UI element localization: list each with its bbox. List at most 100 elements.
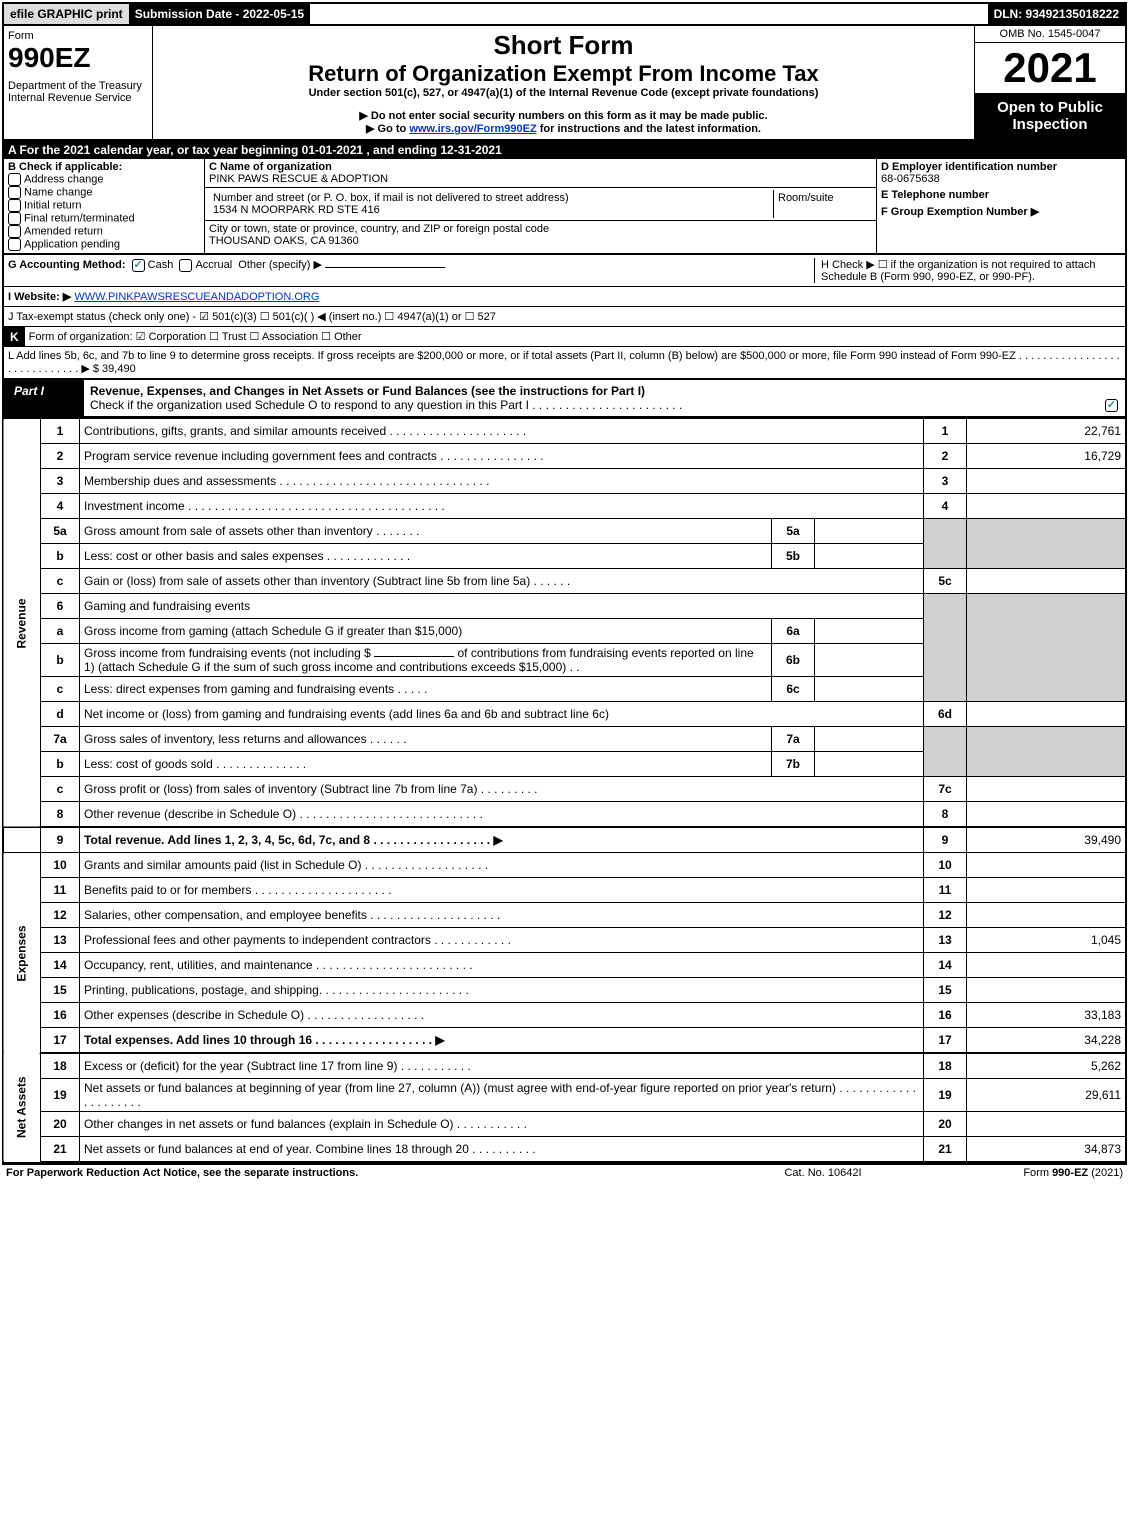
line-18-ref: 18 (924, 1053, 967, 1079)
g-other-input[interactable] (325, 267, 445, 268)
line-3-ref: 3 (924, 469, 967, 494)
line-17-ref: 17 (924, 1028, 967, 1054)
shade-5 (924, 519, 967, 569)
opt-initial: Initial return (24, 199, 81, 211)
line-6b-blank[interactable] (374, 656, 454, 657)
line-10-val (967, 853, 1127, 878)
row-i: I Website: ▶ WWW.PINKPAWSRESCUEANDADOPTI… (2, 287, 1127, 307)
cb-address[interactable] (8, 173, 21, 186)
open-public: Open to Public Inspection (975, 93, 1125, 139)
line-6-text: Gaming and fundraising events (80, 594, 924, 619)
line-9-val: 39,490 (967, 827, 1127, 853)
line-19-ref: 19 (924, 1079, 967, 1112)
part1-title: Revenue, Expenses, and Changes in Net As… (90, 384, 645, 398)
line-21-ref: 21 (924, 1137, 967, 1163)
cb-accrual[interactable] (179, 259, 192, 272)
e-label: E Telephone number (881, 189, 1121, 201)
row-j: J Tax-exempt status (check only one) - ☑… (2, 307, 1127, 327)
warning-goto: ▶ Go to www.irs.gov/Form990EZ for instru… (157, 122, 970, 135)
line-14-ref: 14 (924, 953, 967, 978)
line-1-ref: 1 (924, 419, 967, 444)
line-17-text: Total expenses. Add lines 10 through 16 … (80, 1028, 924, 1054)
line-18-text: Excess or (deficit) for the year (Subtra… (80, 1053, 924, 1079)
line-7c-ref: 7c (924, 777, 967, 802)
lines-table: Revenue 1 Contributions, gifts, grants, … (2, 418, 1127, 1163)
row-l: L Add lines 5b, 6c, and 7b to line 9 to … (2, 347, 1127, 380)
line-21-text: Net assets or fund balances at end of ye… (80, 1137, 924, 1163)
line-6d-ref: 6d (924, 702, 967, 727)
col-b: B Check if applicable: Address change Na… (4, 159, 205, 253)
title-short-form: Short Form (157, 30, 970, 61)
line-7c-text: Gross profit or (loss) from sales of inv… (80, 777, 924, 802)
opt-name: Name change (24, 186, 93, 198)
cb-name[interactable] (8, 186, 21, 199)
line-14-val (967, 953, 1127, 978)
line-11-ref: 11 (924, 878, 967, 903)
line-20-text: Other changes in net assets or fund bala… (80, 1112, 924, 1137)
line-6d-val (967, 702, 1127, 727)
line-8-ref: 8 (924, 802, 967, 828)
line-6a-inner (815, 619, 924, 644)
ln-1: 1 (41, 419, 80, 444)
line-15-ref: 15 (924, 978, 967, 1003)
line-13-val: 1,045 (967, 928, 1127, 953)
cb-initial[interactable] (8, 199, 21, 212)
opt-amended: Amended return (24, 225, 103, 237)
line-6c-inner (815, 677, 924, 702)
line-6c-text: Less: direct expenses from gaming and fu… (80, 677, 772, 702)
line-5a-text: Gross amount from sale of assets other t… (80, 519, 772, 544)
line-6b-text: Gross income from fundraising events (no… (80, 644, 772, 677)
title-return: Return of Organization Exempt From Incom… (157, 61, 970, 87)
form-number: 990EZ (8, 42, 148, 74)
line-6d-text: Net income or (loss) from gaming and fun… (80, 702, 924, 727)
cb-cash[interactable] (132, 259, 145, 272)
line-15-text: Printing, publications, postage, and shi… (80, 978, 924, 1003)
line-5c-ref: 5c (924, 569, 967, 594)
line-4-val (967, 494, 1127, 519)
cb-schedule-o[interactable] (1105, 399, 1118, 412)
irs-link[interactable]: www.irs.gov/Form990EZ (409, 123, 536, 135)
l-amount: $ 39,490 (93, 363, 136, 375)
line-14-text: Occupancy, rent, utilities, and maintena… (80, 953, 924, 978)
line-6b-inner (815, 644, 924, 677)
submission-date: Submission Date - 2022-05-15 (129, 4, 310, 24)
line-5c-val (967, 569, 1127, 594)
line-5b-text: Less: cost or other basis and sales expe… (80, 544, 772, 569)
line-13-ref: 13 (924, 928, 967, 953)
line-5a-ref: 5a (772, 519, 815, 544)
line-2-ref: 2 (924, 444, 967, 469)
top-bar: efile GRAPHIC print Submission Date - 20… (2, 2, 1127, 26)
k-text: Form of organization: ☑ Corporation ☐ Tr… (25, 327, 1125, 347)
section-expenses: Expenses (3, 853, 41, 1054)
k-label: K (4, 327, 25, 347)
efile-print[interactable]: efile GRAPHIC print (4, 4, 129, 24)
line-7a-inner (815, 727, 924, 752)
dept-treasury: Department of the Treasury Internal Reve… (8, 80, 148, 104)
line-12-val (967, 903, 1127, 928)
line-7a-ref: 7a (772, 727, 815, 752)
cb-amended[interactable] (8, 225, 21, 238)
h-text: H Check ▶ ☐ if the organization is not r… (814, 258, 1121, 283)
website-link[interactable]: WWW.PINKPAWSRESCUEANDADOPTION.ORG (74, 291, 319, 303)
line-16-val: 33,183 (967, 1003, 1127, 1028)
line-6c-ref: 6c (772, 677, 815, 702)
line-21-val: 34,873 (967, 1137, 1127, 1163)
shade-5v (967, 519, 1127, 569)
l-text: L Add lines 5b, 6c, and 7b to line 9 to … (8, 350, 1120, 375)
line-12-ref: 12 (924, 903, 967, 928)
cb-final[interactable] (8, 212, 21, 225)
line-3-text: Membership dues and assessments . . . . … (80, 469, 924, 494)
shade-7 (924, 727, 967, 777)
line-7c-val (967, 777, 1127, 802)
footer-formno: Form 990-EZ (2021) (923, 1167, 1123, 1179)
opt-final: Final return/terminated (24, 212, 135, 224)
c-addr-label: Number and street (or P. O. box, if mail… (213, 192, 569, 204)
cb-pending[interactable] (8, 238, 21, 251)
line-8-text: Other revenue (describe in Schedule O) .… (80, 802, 924, 828)
tax-year: 2021 (975, 43, 1125, 93)
part1-label: Part I (4, 380, 84, 416)
line-4-text: Investment income . . . . . . . . . . . … (80, 494, 924, 519)
c-city-label: City or town, state or province, country… (209, 223, 549, 235)
line-6b-ref: 6b (772, 644, 815, 677)
c-name-label: C Name of organization (209, 161, 332, 173)
